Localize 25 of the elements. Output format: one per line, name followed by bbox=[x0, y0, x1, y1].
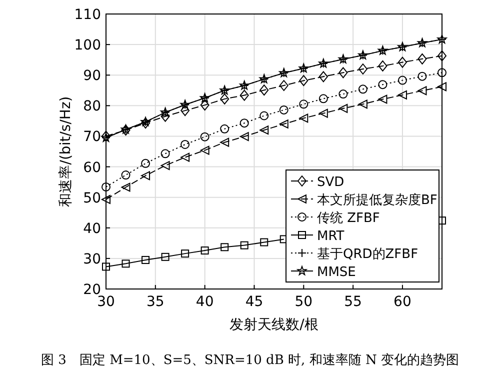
legend-label: 基于QRD的ZFBF bbox=[317, 247, 418, 262]
x-tick-label: 30 bbox=[97, 294, 115, 310]
x-tick-label: 35 bbox=[146, 294, 164, 310]
x-tick-label: 50 bbox=[294, 294, 313, 310]
legend-label: 传统 ZFBF bbox=[317, 211, 380, 226]
y-tick-label: 100 bbox=[74, 38, 101, 54]
x-tick-label: 60 bbox=[394, 294, 412, 310]
x-tick-label: 55 bbox=[344, 294, 362, 310]
x-axis-title: 发射天线数/根 bbox=[230, 317, 318, 333]
y-tick-label: 50 bbox=[83, 190, 101, 206]
x-tick-label: 45 bbox=[245, 294, 264, 310]
legend-label: SVD bbox=[317, 175, 344, 190]
y-tick-label: 40 bbox=[83, 220, 101, 237]
y-tick-label: 110 bbox=[74, 7, 101, 23]
y-tick-label: 70 bbox=[83, 129, 101, 146]
caption: 图 3 固定 M=10、S=5、SNR=10 dB 时, 和速率随 N 变化的趋势图 bbox=[41, 352, 459, 368]
legend-label: 本文所提低复杂度BF bbox=[317, 192, 438, 208]
y-tick-label: 90 bbox=[83, 68, 101, 84]
y-tick-label: 80 bbox=[83, 98, 101, 115]
x-tick-label: 40 bbox=[196, 294, 214, 310]
y-axis-title: 和速率/(bit/s/Hz) bbox=[58, 96, 74, 207]
legend-label: MRT bbox=[317, 229, 344, 244]
y-tick-label: 60 bbox=[83, 160, 101, 176]
y-tick-label: 30 bbox=[83, 251, 101, 268]
legend-label: MMSE bbox=[317, 265, 356, 280]
